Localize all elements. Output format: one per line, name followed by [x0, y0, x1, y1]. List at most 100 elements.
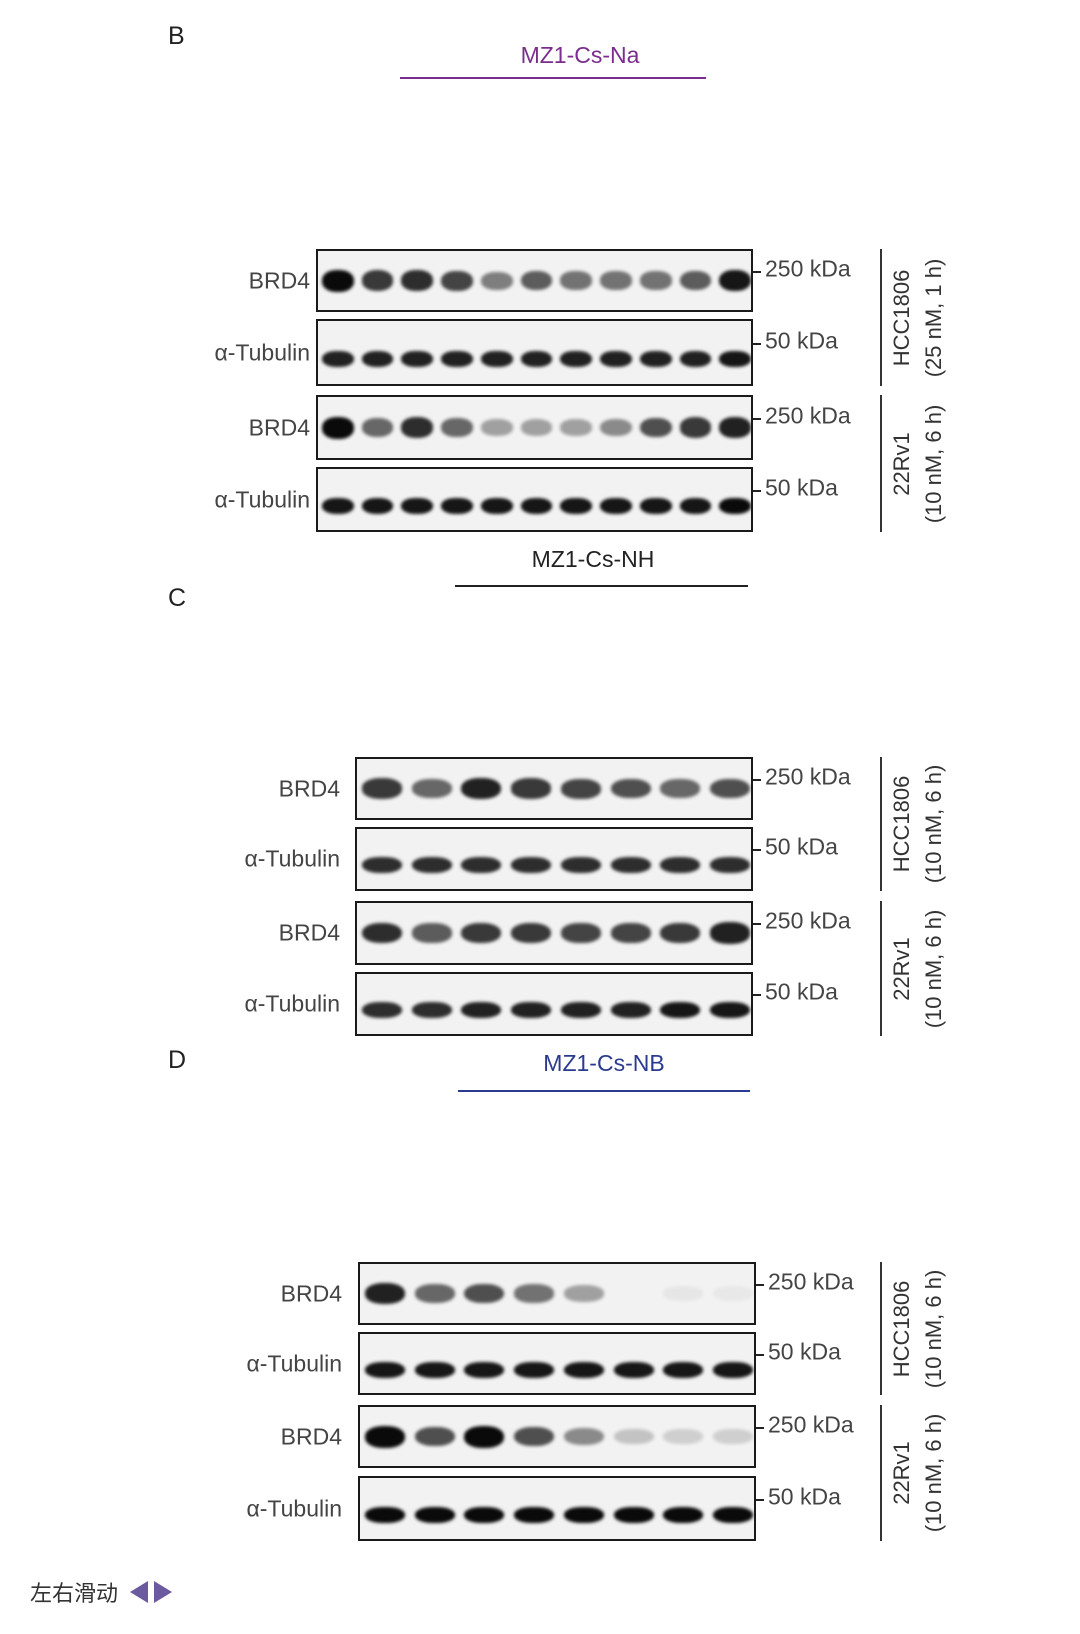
protein-band — [461, 1002, 502, 1018]
protein-band — [414, 1506, 455, 1523]
protein-band — [321, 350, 354, 367]
protein-band — [660, 1002, 701, 1018]
protein-band — [663, 1428, 704, 1445]
molecular-weight-marker: 250 kDa — [768, 1268, 854, 1294]
protein-band — [613, 1428, 654, 1445]
protein-band — [719, 416, 751, 439]
protein-band — [660, 857, 701, 873]
protein-band — [361, 922, 402, 944]
blot-row-label: BRD4 — [248, 267, 310, 293]
protein-band — [361, 497, 394, 514]
protein-band — [414, 1361, 455, 1378]
treatment-condition: (10 nM, 6 h) — [921, 909, 946, 1028]
protein-band — [719, 497, 751, 514]
protein-band — [710, 1002, 751, 1018]
molecular-weight-marker: 50 kDa — [765, 474, 838, 500]
protein-band — [414, 1426, 455, 1447]
arrow-right-icon[interactable] — [154, 1581, 173, 1603]
protein-band — [361, 857, 402, 873]
protein-band — [560, 923, 601, 943]
compound-series-header: MZ1-Cs-NH — [531, 546, 655, 572]
protein-band — [480, 419, 513, 436]
protein-band — [364, 1506, 405, 1523]
protein-band — [520, 497, 553, 514]
arrow-left-icon[interactable] — [130, 1581, 149, 1603]
protein-band — [441, 497, 473, 514]
protein-band — [679, 417, 712, 438]
protein-band — [560, 1002, 601, 1018]
blot-row-label: α-Tubulin — [244, 990, 340, 1017]
protein-band — [713, 1286, 754, 1301]
cell-line-name: 22Rv1 — [889, 431, 914, 496]
protein-band — [361, 350, 394, 367]
marker-tick — [753, 849, 761, 851]
protein-band — [480, 271, 513, 290]
blot-row-label: α-Tubulin — [246, 1495, 342, 1521]
protein-band — [441, 350, 473, 367]
panel-letter: C — [168, 584, 187, 612]
protein-band — [514, 1506, 555, 1523]
cell-line-bracket — [880, 1262, 882, 1395]
brd4-blot — [355, 901, 753, 965]
treatment-condition: (10 nM, 6 h) — [921, 1413, 946, 1533]
protein-band — [614, 1287, 654, 1301]
protein-band — [679, 270, 712, 291]
protein-band — [613, 1361, 654, 1378]
brd4-blot — [358, 1262, 756, 1325]
cell-line-bracket — [880, 1405, 882, 1541]
treatment-condition: (10 nM, 6 h) — [921, 764, 946, 884]
protein-band — [600, 497, 632, 514]
protein-band — [520, 350, 553, 367]
protein-band — [464, 1506, 505, 1523]
protein-band — [663, 1286, 704, 1301]
panel-letter: D — [168, 1046, 187, 1074]
compound-series-header: MZ1-Cs-Na — [520, 42, 640, 68]
protein-band — [511, 1002, 552, 1018]
swipe-hint-text: 左右滑动 — [30, 1581, 119, 1606]
protein-band — [514, 1284, 555, 1303]
molecular-weight-marker: 250 kDa — [765, 763, 851, 789]
protein-band — [414, 1284, 455, 1303]
protein-band — [361, 418, 394, 437]
protein-band — [464, 1283, 505, 1304]
protein-band — [560, 350, 593, 367]
cell-line-name: HCC1806 — [889, 269, 914, 366]
molecular-weight-marker: 250 kDa — [765, 255, 851, 281]
protein-band — [411, 1002, 452, 1018]
protein-band — [600, 350, 632, 367]
treatment-condition: (10 nM, 6 h) — [921, 1269, 946, 1388]
protein-band — [660, 922, 701, 944]
protein-band — [560, 857, 601, 873]
marker-tick — [753, 994, 761, 996]
molecular-weight-marker: 50 kDa — [765, 833, 838, 860]
treatment-condition: (10 nM, 6 h) — [921, 404, 946, 523]
protein-band — [610, 923, 651, 943]
protein-band — [600, 271, 632, 290]
protein-band — [560, 778, 601, 799]
swipe-hint[interactable]: 左右滑动 — [30, 1576, 173, 1608]
protein-band — [401, 350, 434, 367]
protein-band — [480, 497, 513, 514]
protein-band — [600, 418, 632, 437]
protein-band — [563, 1285, 604, 1302]
header-bracket-line — [400, 77, 706, 79]
cell-line-name: HCC1806 — [889, 775, 914, 873]
marker-tick — [753, 270, 761, 273]
marker-tick — [753, 417, 761, 420]
molecular-weight-marker: 50 kDa — [765, 327, 838, 353]
marker-tick — [756, 1426, 764, 1429]
blot-row-label: BRD4 — [248, 414, 310, 440]
protein-band — [401, 270, 434, 291]
tubulin-blot — [355, 827, 753, 891]
protein-band — [520, 419, 553, 436]
blot-row-label: BRD4 — [278, 919, 340, 946]
protein-band — [713, 1361, 754, 1378]
blot-row-label: α-Tubulin — [244, 845, 340, 872]
protein-band — [364, 1361, 405, 1378]
protein-band — [563, 1506, 604, 1523]
protein-band — [461, 922, 502, 944]
protein-band — [639, 271, 672, 290]
protein-band — [563, 1427, 604, 1446]
protein-band — [364, 1425, 405, 1448]
protein-band — [361, 270, 394, 291]
